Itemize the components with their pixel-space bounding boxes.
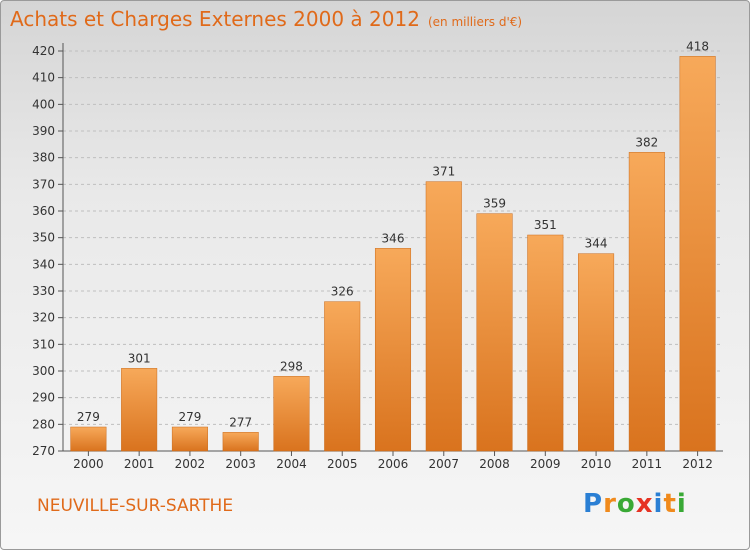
data-label: 279 [77,410,100,424]
bar [324,301,361,452]
data-label: 371 [432,165,455,179]
location-label: NEUVILLE-SUR-SARTHE [37,496,234,516]
data-label: 298 [280,359,303,373]
x-tick-label: 2008 [479,457,510,471]
x-tick-label: 2001 [124,457,155,471]
bars [70,56,716,452]
x-tick-label: 2005 [327,457,358,471]
y-tick-label: 340 [32,257,55,271]
y-tick-label: 280 [32,417,55,431]
bar [425,181,462,452]
data-label: 301 [128,351,151,365]
logo-letter: r [603,489,617,519]
x-tick-label: 2012 [682,457,713,471]
data-label: 277 [229,415,252,429]
logo-letter: i [676,489,687,519]
data-label: 418 [686,39,709,53]
logo-letter: o [616,489,636,519]
data-label: 326 [331,285,354,299]
y-tick-label: 410 [32,71,55,85]
y-tick-label: 300 [32,364,55,378]
y-tick-label: 380 [32,151,55,165]
data-label: 279 [178,410,201,424]
bar [578,253,615,452]
y-tick-label: 400 [32,97,55,111]
bar [273,376,310,452]
y-tick-label: 270 [32,444,55,458]
data-labels: 279 301 279 277 298 326 346 371 359 351 344 382 418 [77,39,709,429]
title-text: Achats et Charges Externes 2000 à 2012 [10,7,420,31]
y-tick-label: 310 [32,337,55,351]
bar [70,426,107,452]
axes: 270 280 290 300 310 320 330 340 350 360 370 380 390 4… [32,43,723,471]
data-label: 346 [382,231,405,245]
y-tick-label: 290 [32,391,55,405]
logo-letter: P [583,489,604,519]
logo-letter: i [653,489,664,519]
bar [476,213,513,452]
bar [679,56,716,452]
chart-subtitle: (en milliers d'€) [427,15,523,29]
y-tick-label: 350 [32,231,55,245]
x-tick-label: 2002 [175,457,206,471]
chart-title: Achats et Charges Externes 2000 à 2012 (e… [10,7,522,31]
x-tick-label: 2011 [632,457,663,471]
x-tick-label: 2003 [225,457,256,471]
logo-letter: x [635,489,654,519]
y-tick-label: 330 [32,284,55,298]
data-label: 359 [483,197,506,211]
y-tick-label: 390 [32,124,55,138]
x-tick-label: 2004 [276,457,307,471]
data-label: 382 [635,135,658,149]
logo-letter: t [663,489,677,519]
x-tick-label: 2009 [530,457,561,471]
y-tick-label: 420 [32,44,55,58]
proxiti-logo[interactable]: Proxiti [583,489,687,519]
bar [374,248,412,452]
x-tick-label: 2010 [581,457,612,471]
y-tick-label: 370 [32,177,55,191]
bar [222,432,259,452]
data-label: 344 [585,237,608,251]
data-label: 351 [534,218,557,232]
x-tick-label: 2006 [378,457,409,471]
bar [527,234,564,452]
bar [171,426,208,452]
y-tick-label: 320 [32,311,55,325]
bar [121,368,158,452]
bar [628,152,665,452]
y-tick-label: 360 [32,204,55,218]
x-tick-label: 2007 [428,457,459,471]
x-tick-label: 2000 [73,457,104,471]
